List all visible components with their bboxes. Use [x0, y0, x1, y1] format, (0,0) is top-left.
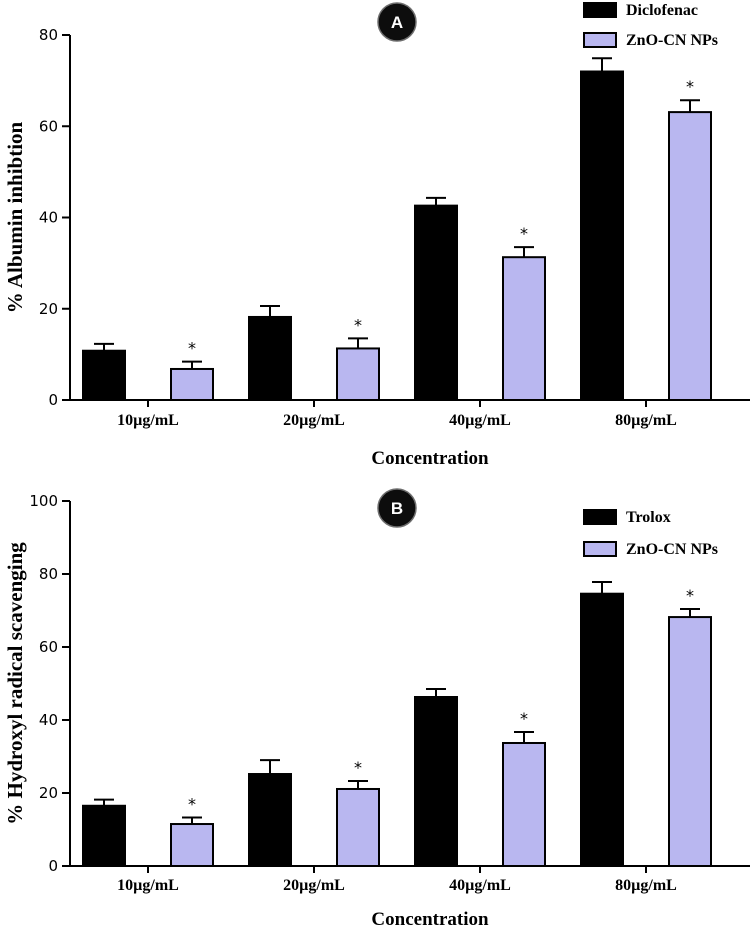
y-tick-label: 60 — [39, 117, 58, 135]
panel-badge — [377, 488, 417, 528]
bar-trolox-3 — [414, 696, 458, 867]
y-tick-label: 80 — [39, 26, 58, 44]
chart-panel-b: 0 20 40 60 80 100 10µg/mL 20µg/mL 40µg/mL 80µg/mL… — [3, 488, 750, 930]
bar-zno-cn-nps-2 — [336, 347, 380, 402]
panel-badge — [377, 2, 417, 42]
bar-trolox-4 — [580, 592, 624, 868]
legend-swatch — [583, 509, 617, 525]
x-tick-label: 10µg/mL — [117, 877, 179, 894]
x-tick-label: 20µg/mL — [283, 412, 345, 429]
bar-zno-cn-nps-4 — [668, 111, 712, 401]
y-tick-label: 40 — [39, 209, 58, 227]
legend-label: ZnO-CN NPs — [626, 541, 718, 558]
y-tick-label: 20 — [39, 784, 58, 802]
x-tick-label: 20µg/mL — [283, 877, 345, 894]
significance-star: * — [188, 794, 196, 813]
significance-star: * — [354, 315, 362, 334]
legend-swatch — [583, 2, 617, 18]
legend-label: Diclofenac — [626, 2, 698, 19]
y-axis-title: % Albumin inhibtion — [3, 121, 27, 313]
x-tick-label: 40µg/mL — [449, 412, 511, 429]
significance-star: * — [520, 224, 528, 243]
bar-zno-cn-nps-1 — [170, 823, 214, 868]
x-tick-label: 80µg/mL — [615, 877, 677, 894]
x-axis-title: Concentration — [371, 909, 489, 930]
bar-zno-cn-nps-3 — [502, 741, 546, 867]
chart-panel-a: 0 20 40 60 80 10µg/mL 20µg/mL 40µg/mL 80µg/mL * * *… — [3, 2, 750, 469]
legend-label: Trolox — [626, 509, 671, 526]
bar-zno-cn-nps-1 — [170, 367, 214, 402]
bar-diclofenac-3 — [414, 204, 458, 401]
y-tick-label: 80 — [39, 565, 58, 583]
y-tick-label: 60 — [39, 638, 58, 656]
bar-diclofenac-4 — [580, 70, 624, 401]
x-tick-label: 80µg/mL — [615, 412, 677, 429]
significance-star: * — [520, 709, 528, 728]
bar-trolox-2 — [248, 773, 292, 868]
significance-star: * — [686, 77, 694, 96]
significance-star: * — [686, 586, 694, 605]
y-tick-label: 40 — [39, 711, 58, 729]
bar-zno-cn-nps-2 — [336, 787, 380, 867]
y-tick-label: 0 — [48, 857, 58, 875]
panel-badge-label: B — [391, 499, 403, 518]
legend-label: ZnO-CN NPs — [626, 32, 718, 49]
legend-swatch — [583, 32, 617, 48]
x-tick-label: 40µg/mL — [449, 877, 511, 894]
bar-diclofenac-2 — [248, 315, 292, 401]
y-tick-label: 0 — [48, 391, 58, 409]
x-axis-title: Concentration — [371, 448, 489, 469]
significance-star: * — [188, 339, 196, 358]
bar-trolox-1 — [82, 804, 126, 868]
x-tick-label: 10µg/mL — [117, 412, 179, 429]
y-tick-label: 100 — [29, 492, 58, 510]
panel-badge-label: A — [391, 13, 403, 32]
bar-diclofenac-1 — [82, 349, 126, 402]
significance-star: * — [354, 758, 362, 777]
bar-zno-cn-nps-4 — [668, 616, 712, 867]
y-axis-title: % Hydroxyl radical scavenging — [3, 542, 27, 825]
legend-swatch — [583, 541, 617, 557]
y-tick-label: 20 — [39, 300, 58, 318]
bar-zno-cn-nps-3 — [502, 256, 546, 401]
